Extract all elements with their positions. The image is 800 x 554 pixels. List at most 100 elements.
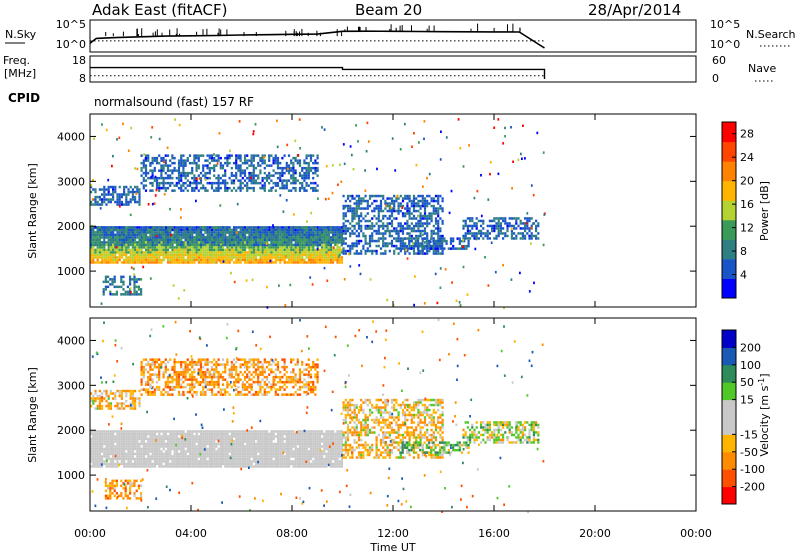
data-cell: [382, 209, 385, 213]
data-cell: [213, 174, 216, 177]
data-cell: [351, 197, 354, 200]
data-cell: [98, 198, 101, 201]
data-cell: [123, 457, 126, 461]
data-cell: [327, 236, 330, 239]
data-cell: [101, 442, 104, 446]
noise-cell: [236, 202, 239, 206]
colorbar-tick-label: 12: [740, 222, 754, 235]
data-cell: [120, 231, 123, 234]
data-cell: [96, 432, 99, 436]
cpid-label: CPID: [8, 91, 40, 105]
data-cell: [239, 179, 242, 182]
data-cell: [105, 236, 108, 239]
data-cell: [136, 236, 139, 239]
noise-cell: [310, 211, 313, 215]
data-cell: [314, 226, 317, 229]
colorbar-segment: [722, 161, 736, 182]
data-cell: [175, 455, 178, 458]
data-cell: [332, 253, 335, 257]
data-cell: [393, 204, 396, 208]
data-cell: [226, 189, 229, 192]
data-cell: [373, 224, 376, 228]
data-cell: [281, 174, 284, 177]
data-cell: [351, 209, 354, 213]
data-cell: [133, 290, 136, 294]
data-cell: [217, 179, 220, 182]
data-cell: [362, 234, 365, 238]
data-cell: [257, 241, 260, 244]
data-cell: [230, 256, 233, 259]
data-cell: [109, 258, 112, 262]
data-cell: [109, 442, 112, 446]
data-cell: [173, 457, 176, 461]
data-cell: [246, 261, 249, 264]
data-cell: [263, 261, 266, 264]
data-cell: [314, 256, 317, 259]
data-cell: [274, 236, 277, 239]
data-cell: [112, 437, 115, 441]
data-cell: [261, 256, 264, 259]
data-cell: [412, 247, 416, 250]
freq-label: Freq.: [3, 54, 30, 67]
data-cell: [414, 244, 417, 248]
data-cell: [268, 171, 271, 175]
data-cell: [301, 176, 304, 180]
data-cell: [156, 256, 159, 259]
data-cell: [274, 261, 277, 264]
data-cell: [482, 227, 485, 230]
data-cell: [312, 251, 315, 254]
data-cell: [419, 249, 422, 253]
data-cell: [221, 174, 225, 177]
data-cell: [145, 253, 148, 257]
data-cell: [332, 233, 335, 237]
data-cell: [151, 171, 154, 175]
data-cell: [263, 184, 266, 187]
data-cell: [140, 238, 143, 242]
data-cell: [151, 465, 154, 468]
data-cell: [127, 440, 130, 443]
data-cell: [423, 244, 426, 248]
data-cell: [125, 452, 128, 456]
data-cell: [406, 219, 409, 223]
data-cell: [193, 440, 196, 443]
data-cell: [375, 217, 378, 220]
data-cell: [111, 293, 114, 296]
noise-cell: [444, 268, 447, 271]
noise-cell: [99, 207, 102, 210]
noise-cell: [480, 174, 482, 177]
data-cell: [519, 222, 522, 225]
data-cell: [109, 233, 112, 237]
data-cell: [521, 222, 524, 225]
data-cell: [144, 159, 148, 162]
data-cell: [109, 228, 112, 232]
data-cell: [274, 233, 277, 237]
data-cell: [430, 247, 433, 250]
data-cell: [116, 248, 119, 252]
data-cell: [393, 209, 396, 213]
data-cell: [202, 166, 205, 170]
data-cell: [202, 164, 205, 167]
data-cell: [466, 224, 469, 228]
data-cell: [147, 445, 150, 448]
noise-cell: [154, 175, 157, 179]
data-cell: [432, 232, 435, 235]
data-cell: [112, 256, 115, 259]
data-cell: [462, 224, 465, 228]
data-cell: [314, 186, 317, 190]
data-cell: [255, 243, 258, 247]
data-cell: [443, 247, 446, 250]
data-cell: [138, 228, 141, 232]
data-cell: [303, 228, 306, 232]
data-cell: [349, 204, 352, 208]
data-cell: [208, 450, 211, 453]
data-cell: [182, 251, 185, 254]
data-cell: [120, 435, 123, 438]
data-cell: [127, 188, 130, 191]
data-cell: [136, 460, 139, 463]
data-cell: [423, 202, 427, 205]
data-cell: [281, 236, 284, 239]
data-cell: [107, 200, 110, 204]
data-cell: [200, 226, 203, 229]
data-cell: [129, 283, 132, 286]
data-cell: [257, 228, 260, 232]
